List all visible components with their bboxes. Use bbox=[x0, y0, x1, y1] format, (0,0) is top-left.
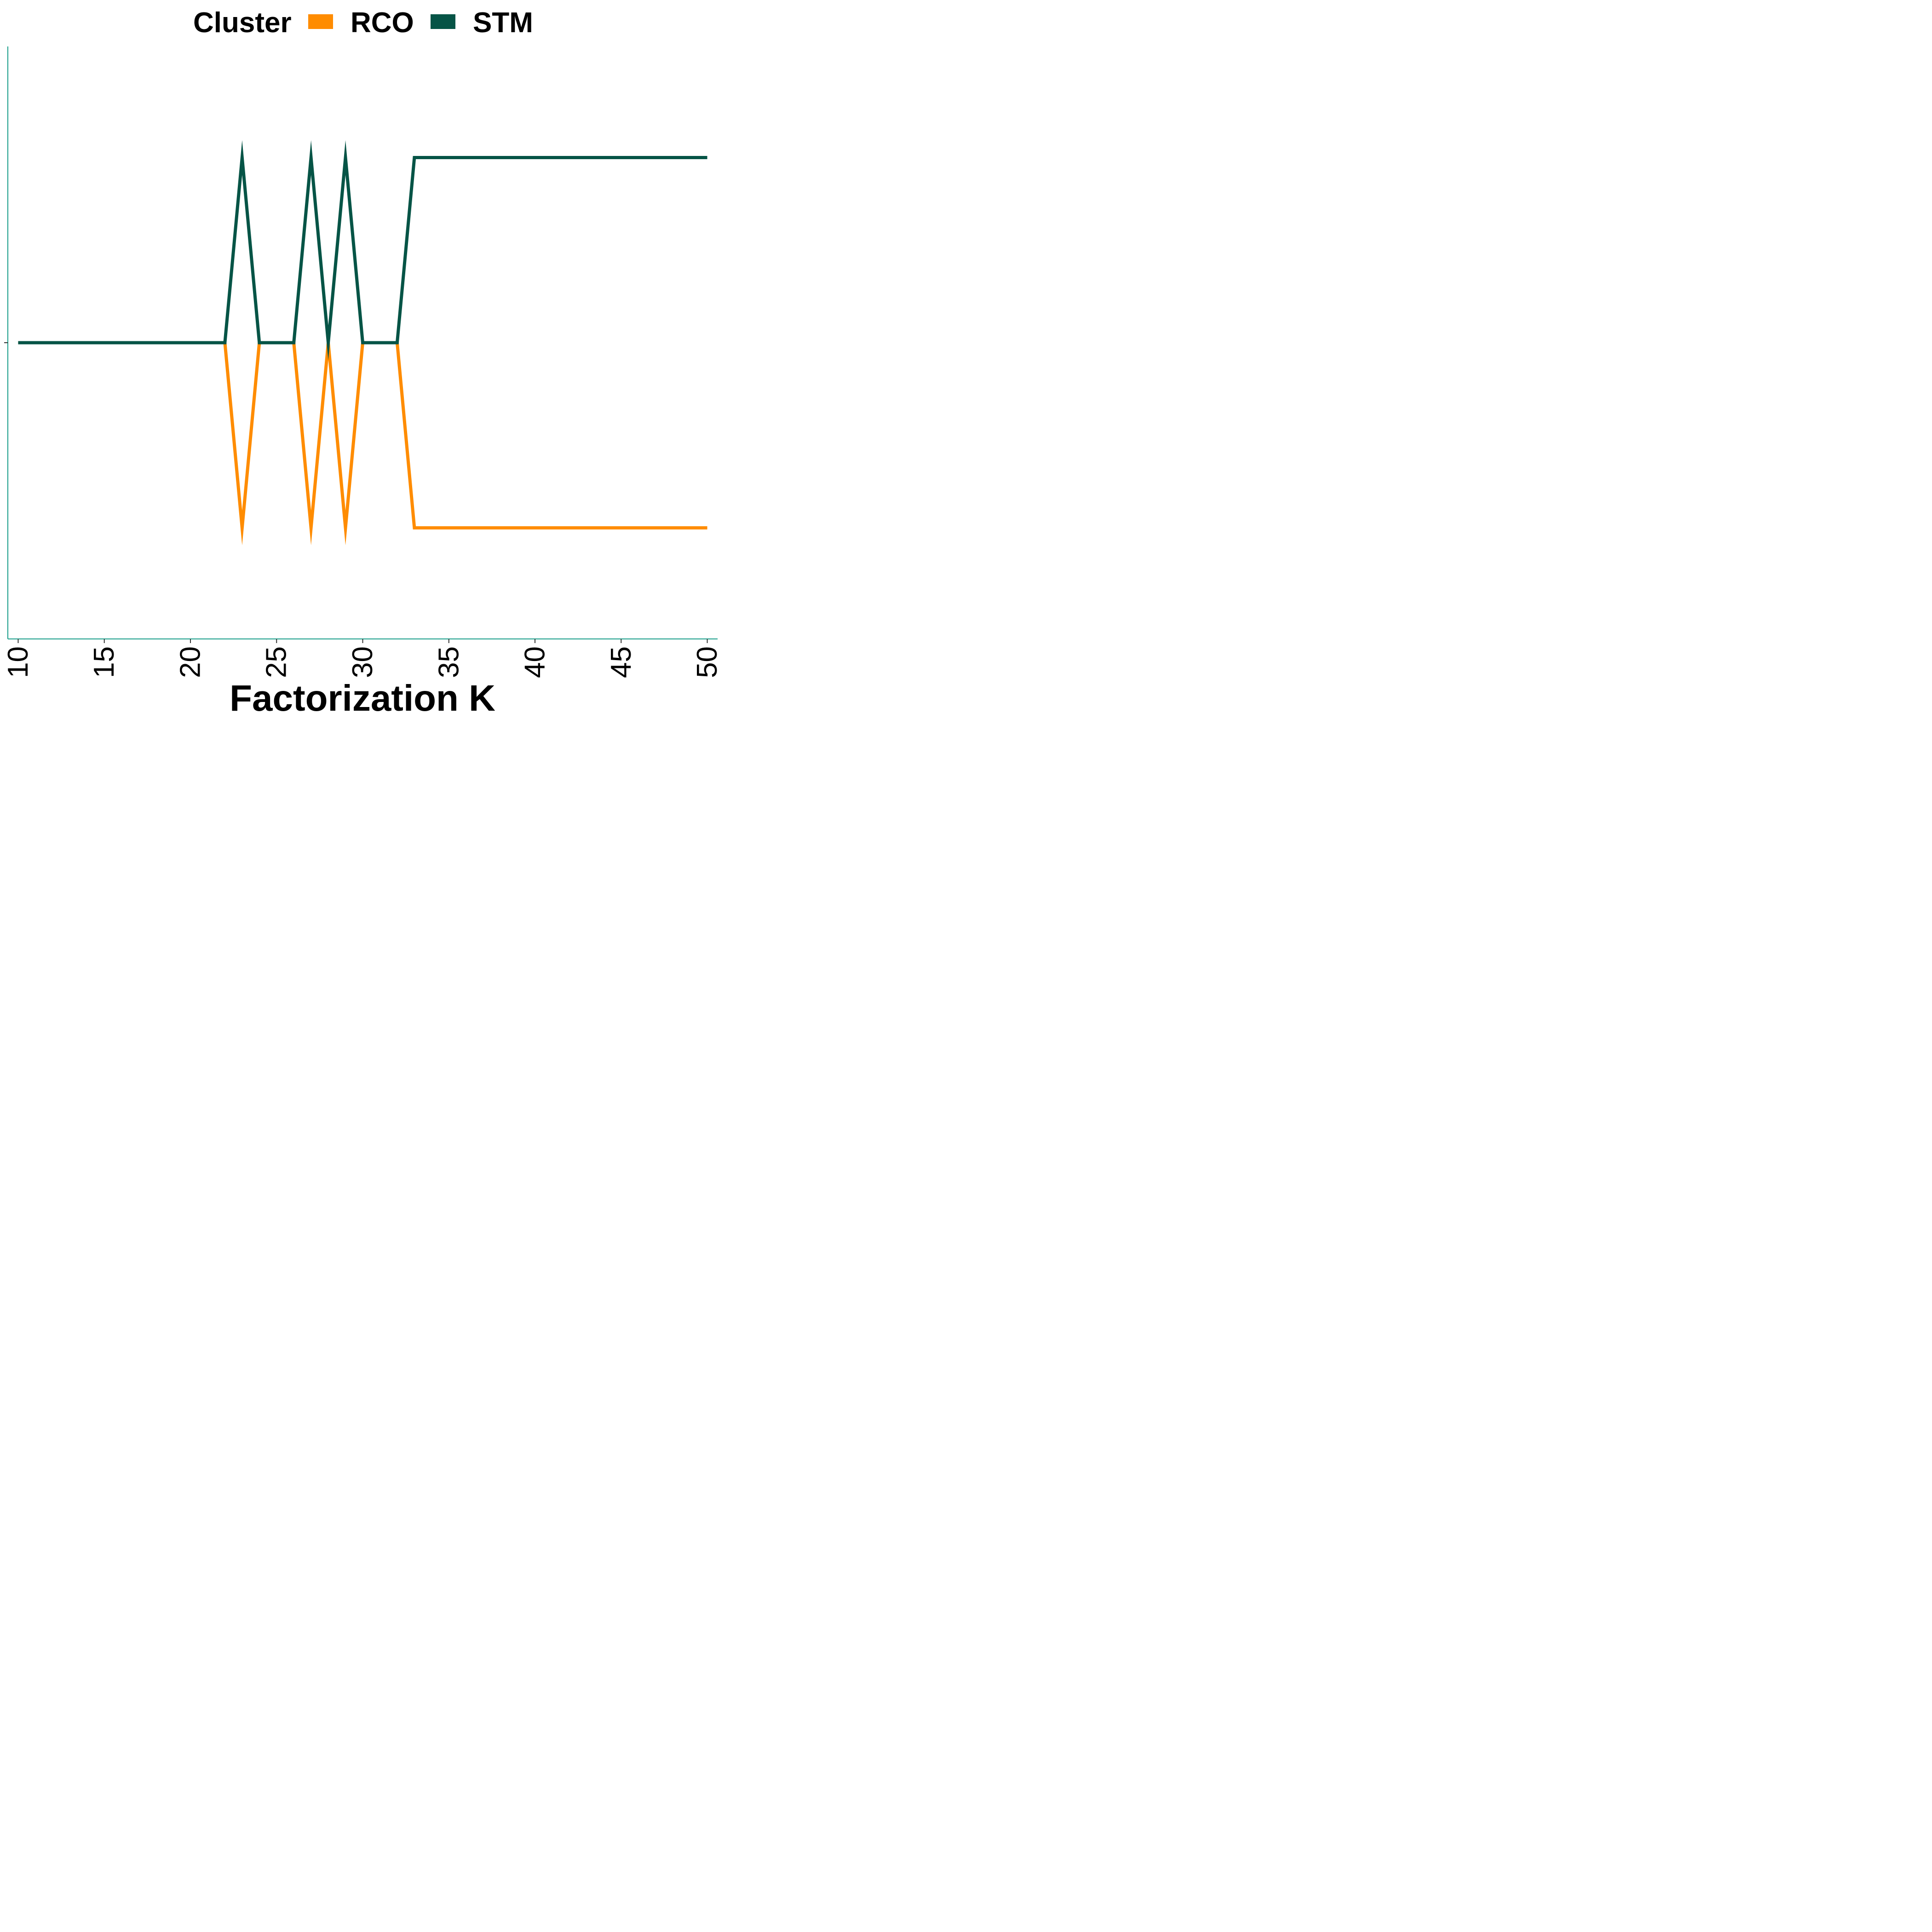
legend-label-rco: RCO bbox=[351, 7, 414, 39]
chart: Cluster RCO STM 10 15 20 25 30 35 40 45 50 Facto… bbox=[2, 7, 721, 719]
x-tick-label: 30 bbox=[347, 646, 379, 678]
series-lines bbox=[18, 140, 707, 546]
legend-label-stm: STM bbox=[473, 7, 533, 39]
x-tick-label: 45 bbox=[605, 646, 637, 678]
x-tick-label: 15 bbox=[88, 646, 120, 678]
x-axis-title: Factorization K bbox=[230, 678, 495, 719]
x-tick-label: 50 bbox=[691, 646, 721, 678]
x-tick-label: 10 bbox=[2, 646, 34, 678]
x-tick-label: 25 bbox=[261, 646, 293, 678]
series-line-stm bbox=[18, 140, 707, 360]
legend: Cluster RCO STM bbox=[193, 7, 533, 39]
legend-title: Cluster bbox=[193, 7, 292, 39]
x-tick-label: 40 bbox=[519, 646, 551, 678]
legend-swatch-rco bbox=[308, 14, 333, 29]
x-ticks: 10 15 20 25 30 35 40 45 50 bbox=[2, 639, 721, 678]
x-tick-label: 20 bbox=[174, 646, 206, 678]
x-tick-label: 35 bbox=[433, 646, 465, 678]
series-line-rco bbox=[18, 325, 707, 546]
legend-swatch-stm bbox=[431, 14, 455, 29]
